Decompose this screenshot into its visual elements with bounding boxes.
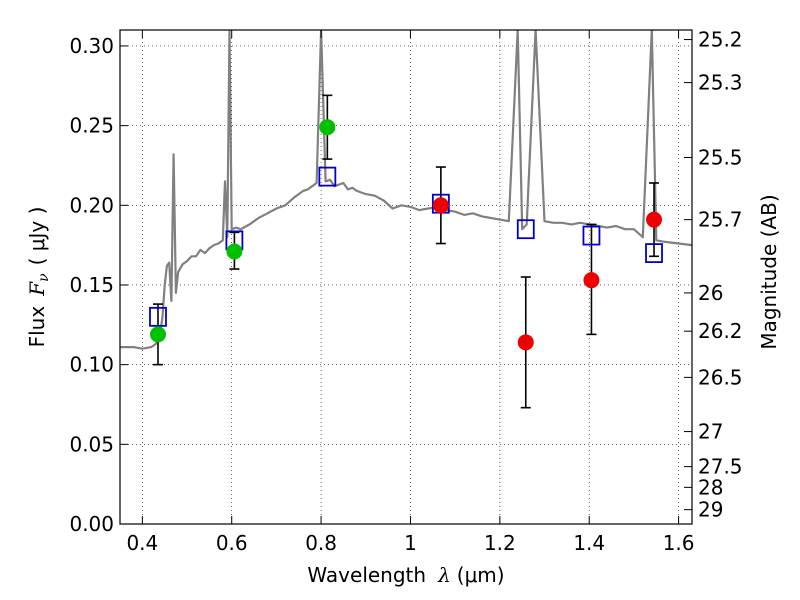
photometry-point xyxy=(149,326,166,343)
grid xyxy=(120,30,692,525)
model-band-box xyxy=(149,306,167,327)
photometry-point xyxy=(319,119,336,136)
magnitude-tick-label: 28 xyxy=(698,475,723,499)
y-tick-label: 0.10 xyxy=(69,353,114,377)
magnitude-tick-label: 26.2 xyxy=(698,319,743,343)
plot-area xyxy=(120,30,692,409)
model-band-box xyxy=(516,219,535,240)
model-band-box xyxy=(318,166,337,187)
x-tick-label: 0.4 xyxy=(126,531,158,555)
x-tick-label: 0.6 xyxy=(216,531,248,555)
magnitude-tick-label: 26 xyxy=(698,281,723,305)
magnitude-tick-label: 26.5 xyxy=(698,365,743,389)
photometry-point xyxy=(432,197,449,214)
magnitude-tick-label: 27 xyxy=(698,420,723,444)
y-tick-label: 0.15 xyxy=(69,273,114,297)
axes: 0.4 0.6 0.8 1 1.2 1.4 1.6 0.00 0.05 0.10 0.15 0.20 0… xyxy=(69,28,742,555)
y-tick-label: 0.25 xyxy=(69,114,114,138)
model-band-box xyxy=(582,225,601,246)
magnitude-tick-label: 25.3 xyxy=(698,71,743,95)
magnitude-tick-label: 29 xyxy=(698,498,723,522)
photometry-point xyxy=(226,243,243,260)
x-tick-label: 1 xyxy=(404,531,417,555)
x-tick-label: 1.2 xyxy=(484,531,516,555)
x-tick-label: 0.8 xyxy=(305,531,337,555)
x-tick-label: 1.6 xyxy=(663,531,695,555)
y-tick-label: 0.30 xyxy=(69,34,114,58)
y2-axis-title: Magnitude (AB) xyxy=(757,194,781,349)
plot-frame xyxy=(119,29,693,525)
photometry-point xyxy=(646,211,663,228)
y-tick-label: 0.20 xyxy=(69,193,114,217)
magnitude-tick-label: 25.2 xyxy=(698,28,743,52)
y-tick-label: 0.00 xyxy=(69,512,114,536)
y-axis-title: FluxFν( μJy ) xyxy=(25,207,52,348)
x-axis-title: Wavelength λ (μm) xyxy=(307,563,504,587)
x-tick-label: 1.4 xyxy=(573,531,605,555)
y-tick-label: 0.05 xyxy=(69,432,114,456)
magnitude-tick-label: 25.5 xyxy=(698,145,743,169)
model-spectrum-line xyxy=(120,30,692,350)
magnitude-tick-label: 25.7 xyxy=(698,208,743,232)
magnitude-tick-label: 27.5 xyxy=(698,455,743,479)
photometry-point xyxy=(517,334,534,351)
model-band-box xyxy=(645,243,663,263)
photometry-point xyxy=(583,272,600,289)
